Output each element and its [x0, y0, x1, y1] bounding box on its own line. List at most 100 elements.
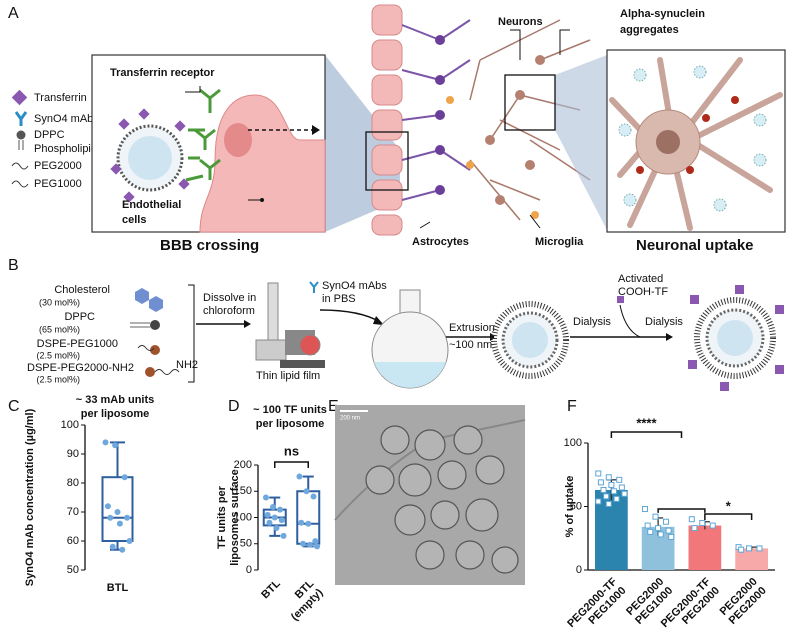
- bbb-illustration: [91, 54, 400, 233]
- y-tick-label: 50: [67, 564, 79, 576]
- panel-b-lipids-text: DPPC: [64, 311, 95, 323]
- brain-illustration-g: [485, 55, 545, 205]
- bar: [688, 525, 722, 570]
- panel-b-process-text: Thin lipid film: [256, 370, 320, 382]
- cryo-em-image-g-circle: [398, 463, 432, 497]
- brain-illustration-g-rect: [371, 144, 403, 176]
- data-point: [756, 545, 763, 552]
- data-point: [652, 513, 659, 520]
- significance-bracket: [657, 508, 706, 513]
- brain-illustration-rect: [365, 131, 409, 191]
- y-tick-label: 50: [240, 538, 252, 550]
- neuron-panel-g-circle: [753, 153, 767, 167]
- data-point: [121, 474, 128, 481]
- neuron-panel-circle: [656, 130, 680, 154]
- panel-b-process-text: Dissolve in: [203, 292, 256, 304]
- box: [296, 490, 321, 545]
- data-point: [299, 540, 306, 547]
- neuron-panel-g-circle: [623, 193, 637, 207]
- panel-b-lipids-circle: [150, 345, 160, 355]
- data-point: [262, 494, 269, 501]
- data-point: [621, 490, 628, 497]
- y-axis-label: SynO4 mAb concentration (µg/ml): [24, 408, 36, 586]
- panel-b-process-path: [319, 309, 381, 323]
- data-point: [688, 516, 695, 523]
- panel-a-labels-text: Neuronal uptake: [636, 237, 754, 254]
- cryo-em-image-g-circle: [455, 540, 485, 570]
- data-point: [280, 532, 287, 539]
- significance-label: *: [726, 498, 732, 513]
- brain-illustration-rect: [504, 74, 556, 131]
- brain-illustration-g-rect: [371, 74, 403, 106]
- data-point: [655, 525, 662, 532]
- neuron-panel-g-circle: [633, 68, 647, 82]
- data-point: [269, 504, 276, 510]
- data-point: [266, 519, 273, 526]
- panel-a-labels: Transferrin receptor Endothelial cells N…: [110, 8, 754, 254]
- panel-b-process-g-rect: [720, 382, 729, 391]
- brain-illustration-g: [435, 35, 445, 195]
- panel-b-process-g-rect: [688, 360, 697, 369]
- y-axis-label: TF units per: [216, 485, 228, 549]
- panel-a-legend-text: Transferrin: [34, 92, 87, 104]
- brain-illustration-path: [419, 29, 570, 229]
- cryo-em-image-g: [365, 425, 519, 574]
- brain-illustration-g-path: [401, 19, 471, 201]
- data-point: [605, 500, 612, 507]
- y-tick-label: 60: [67, 535, 79, 547]
- data-point: [699, 520, 706, 527]
- panel-b-process-path: [666, 333, 673, 341]
- brain-illustration-g-circle: [435, 75, 445, 85]
- panel-b-process-text: chloroform: [203, 305, 255, 317]
- data-point: [305, 520, 312, 527]
- data-point: [296, 473, 303, 480]
- data-point: [595, 470, 602, 477]
- brain-illustration-g-circle: [515, 90, 525, 100]
- bbb-illustration-path: [185, 128, 205, 182]
- panel-b-lipids-text: Cholesterol: [54, 284, 110, 296]
- panel-a-legend-text: Phospholipid: [34, 143, 97, 155]
- cryo-em-image-g-circle: [415, 540, 445, 570]
- bbb-illustration-path: [194, 88, 221, 180]
- data-point: [310, 493, 317, 500]
- panel-b-lipids-text: (2.5 mol%): [36, 374, 80, 384]
- panel-a-legend-text: PEG2000: [34, 160, 82, 172]
- panel-a-legend-text: PEG1000: [34, 178, 82, 190]
- neuron-panel: [606, 49, 786, 233]
- panel-b-process-circle: [299, 334, 321, 356]
- bbb-illustration-circle: [260, 198, 264, 202]
- x-tick-label: BTL: [259, 577, 283, 601]
- panel-a-legend-circle: [16, 130, 26, 140]
- brain-illustration-g-circle: [466, 161, 474, 169]
- panel-b-lipids-circle: [150, 320, 160, 330]
- data-point: [600, 486, 607, 493]
- brain-illustration-g: [401, 19, 471, 201]
- data-point: [303, 488, 310, 495]
- panel-a-labels-text: Microglia: [535, 236, 584, 248]
- brain-illustration-g-circle: [435, 110, 445, 120]
- y-tick-label: 100: [234, 511, 252, 523]
- data-point: [738, 546, 745, 553]
- y-tick-label: 200: [234, 459, 252, 471]
- panel-b-process-text: Activated: [618, 273, 663, 285]
- brain-illustration-g-circle: [525, 160, 535, 170]
- data-point: [662, 518, 669, 525]
- data-point: [307, 541, 314, 548]
- chart-title: ~ 100 TF units: [253, 404, 327, 416]
- bbb-illustration-circle: [128, 136, 172, 180]
- panel-b-process-path: [374, 362, 446, 388]
- panel-b-lipids-text: (2.5 mol%): [36, 350, 80, 360]
- panel-b-process-text: SynO4 mAbs: [322, 280, 387, 292]
- panel-b-process-text: Extrusion: [449, 322, 495, 334]
- chart-title: per liposome: [81, 408, 149, 420]
- data-point: [264, 511, 271, 518]
- data-point: [595, 498, 602, 505]
- cryo-em-image-g-circle: [437, 460, 467, 490]
- panel-a-legend: Transferrin SynO4 mAb DPPC Phospholipid …: [11, 89, 97, 190]
- panel-a-labels-text: cells: [122, 214, 146, 226]
- brain-illustration-g-circle: [435, 35, 445, 45]
- significance-label: ns: [284, 443, 299, 458]
- bbb-illustration-ellipse: [224, 123, 252, 157]
- panel-b-lipids-g-polygon: [149, 296, 163, 312]
